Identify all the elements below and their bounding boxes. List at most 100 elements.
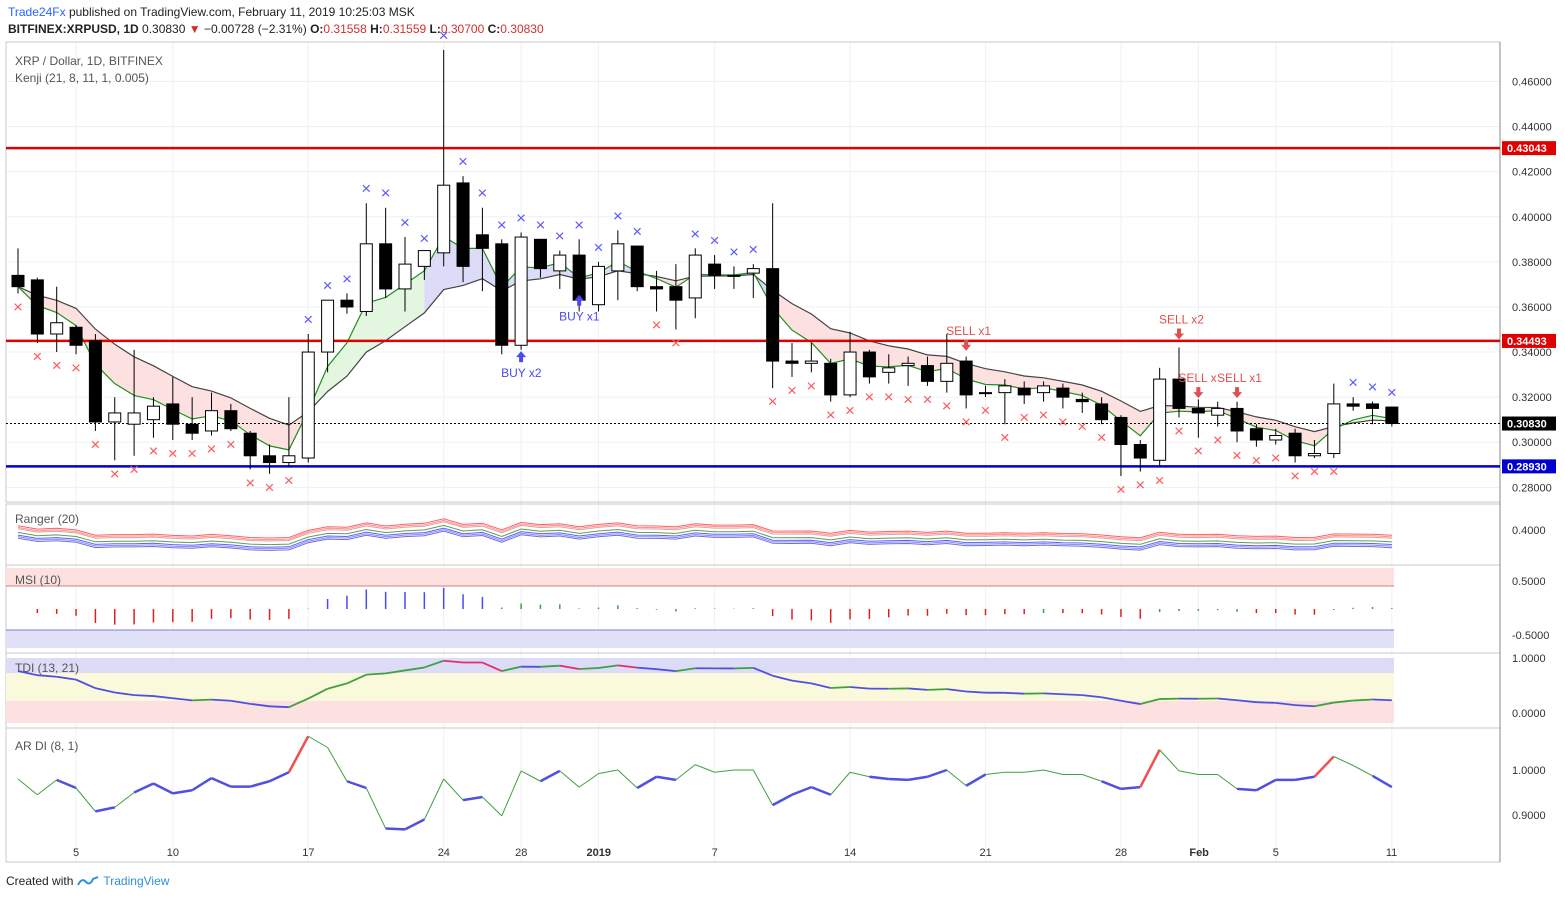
trade-annotation: SELL x1 bbox=[1217, 371, 1262, 385]
tdi-segment bbox=[424, 659, 444, 669]
y-tick-label: 0.32000 bbox=[1512, 392, 1552, 404]
ardi-segment bbox=[869, 775, 889, 781]
up-candle bbox=[437, 184, 451, 254]
down-candle bbox=[1114, 416, 1128, 445]
cloud-segment bbox=[1120, 401, 1141, 436]
publisher-name[interactable]: Trade24Fx bbox=[8, 5, 66, 19]
tdi-segment bbox=[791, 679, 812, 685]
tdi-segment bbox=[482, 661, 503, 672]
tdi-segment bbox=[211, 698, 231, 702]
tdi-segment bbox=[404, 666, 425, 672]
signal-x-icon: × bbox=[168, 444, 178, 463]
signal-x-icon: × bbox=[1309, 462, 1319, 481]
signal-x-icon: × bbox=[1251, 451, 1261, 470]
last-price-tag bbox=[1502, 416, 1556, 431]
tradingview-brand[interactable]: TradingView bbox=[103, 874, 170, 888]
tdi-segment bbox=[908, 687, 928, 691]
buy-arrow-icon bbox=[574, 294, 585, 306]
signal-x-icon: × bbox=[187, 444, 197, 463]
up-candle bbox=[50, 322, 64, 335]
signal-x-icon: × bbox=[903, 390, 913, 409]
y-tick-label: 0.34000 bbox=[1512, 347, 1552, 359]
signal-x-icon: × bbox=[245, 473, 255, 492]
ardi-legend: AR DI (8, 1) bbox=[15, 739, 79, 753]
tdi-segment bbox=[346, 673, 367, 685]
signal-x-icon: × bbox=[922, 390, 932, 409]
ardi-segment bbox=[946, 769, 967, 787]
up-candle bbox=[901, 362, 915, 367]
tdi-segment bbox=[1004, 691, 1025, 695]
ardi-segment bbox=[1082, 774, 1102, 782]
signal-x-icon: × bbox=[671, 334, 681, 353]
tradingview-logo-icon bbox=[77, 876, 99, 886]
signal-x-icon: × bbox=[439, 26, 449, 45]
ardi-segment bbox=[423, 778, 445, 820]
tdi-segment bbox=[95, 687, 115, 694]
signal-x-icon: × bbox=[52, 356, 62, 375]
tdi-top-zone bbox=[6, 658, 1394, 673]
level-label: 0.28930 bbox=[1507, 461, 1547, 473]
msi-legend: MSI (10) bbox=[15, 573, 62, 587]
tdi-segment bbox=[230, 699, 251, 705]
tdi-segment bbox=[656, 668, 676, 673]
up-candle bbox=[1269, 434, 1283, 441]
up-candle bbox=[843, 351, 857, 396]
ardi-segment bbox=[752, 769, 774, 806]
down-candle bbox=[69, 326, 83, 346]
ardi-segment bbox=[772, 793, 793, 807]
y-tick-label: 1.0000 bbox=[1512, 653, 1546, 665]
signal-x-icon: × bbox=[710, 231, 720, 250]
signal-x-icon: × bbox=[265, 478, 275, 497]
msi-upper-zone bbox=[6, 568, 1394, 586]
down-arrow-icon: ▼ bbox=[185, 22, 204, 36]
down-candle bbox=[650, 286, 664, 290]
low-value: 0.30700 bbox=[440, 22, 485, 36]
tdi-segment bbox=[327, 682, 348, 690]
up-candle bbox=[592, 265, 605, 306]
buy-arrow-icon bbox=[516, 351, 527, 363]
tdi-legend: TDI (13, 21) bbox=[15, 661, 80, 675]
signal-x-icon: × bbox=[632, 222, 642, 241]
signal-x-icon: × bbox=[806, 376, 816, 395]
ardi-segment bbox=[1178, 770, 1199, 775]
tdi-segment bbox=[1101, 696, 1122, 702]
main-title: XRP / Dollar, 1D, BITFINEX bbox=[15, 54, 163, 68]
x-tick-label: 14 bbox=[844, 847, 856, 859]
signal-x-icon: × bbox=[1135, 476, 1145, 495]
y-tick-label: 0.42000 bbox=[1512, 167, 1552, 179]
signal-x-icon: × bbox=[497, 215, 507, 234]
signal-x-icon: × bbox=[381, 184, 391, 203]
up-candle bbox=[804, 360, 818, 364]
kenji-legend: Kenji (21, 8, 11, 1, 0.005) bbox=[15, 71, 149, 85]
cloud-segment bbox=[811, 314, 831, 364]
ardi-segment bbox=[95, 806, 116, 813]
y-tick-label: 1.0000 bbox=[1512, 765, 1546, 777]
signal-x-icon: × bbox=[226, 435, 236, 454]
up-candle bbox=[359, 243, 373, 312]
x-tick-label: Feb bbox=[1189, 847, 1209, 859]
ardi-segment bbox=[578, 773, 599, 788]
tdi-segment bbox=[1082, 694, 1102, 699]
tdi-segment bbox=[811, 682, 831, 689]
tdi-segment bbox=[366, 672, 386, 676]
down-candle bbox=[1191, 407, 1205, 414]
signal-x-icon: × bbox=[748, 240, 758, 259]
down-candle bbox=[1172, 378, 1186, 409]
tdi-low-zone bbox=[6, 701, 1394, 723]
ardi-segment bbox=[1352, 765, 1373, 777]
last-price-label: 0.30830 bbox=[1507, 419, 1547, 431]
ardi-segment bbox=[152, 782, 174, 795]
ardi-segment bbox=[907, 775, 928, 782]
up-candle bbox=[127, 412, 141, 425]
trade-annotation: SELL x2 bbox=[1159, 313, 1204, 327]
down-candle bbox=[30, 279, 44, 335]
ardi-segment bbox=[656, 775, 677, 782]
ardi-segment bbox=[56, 778, 77, 790]
y-tick-label: 0.46000 bbox=[1512, 76, 1552, 88]
cloud-segment bbox=[346, 303, 367, 377]
ardi-segment bbox=[249, 780, 270, 788]
level-tag bbox=[1502, 459, 1556, 474]
tdi-segment bbox=[830, 686, 851, 689]
signal-x-icon: × bbox=[574, 215, 584, 234]
